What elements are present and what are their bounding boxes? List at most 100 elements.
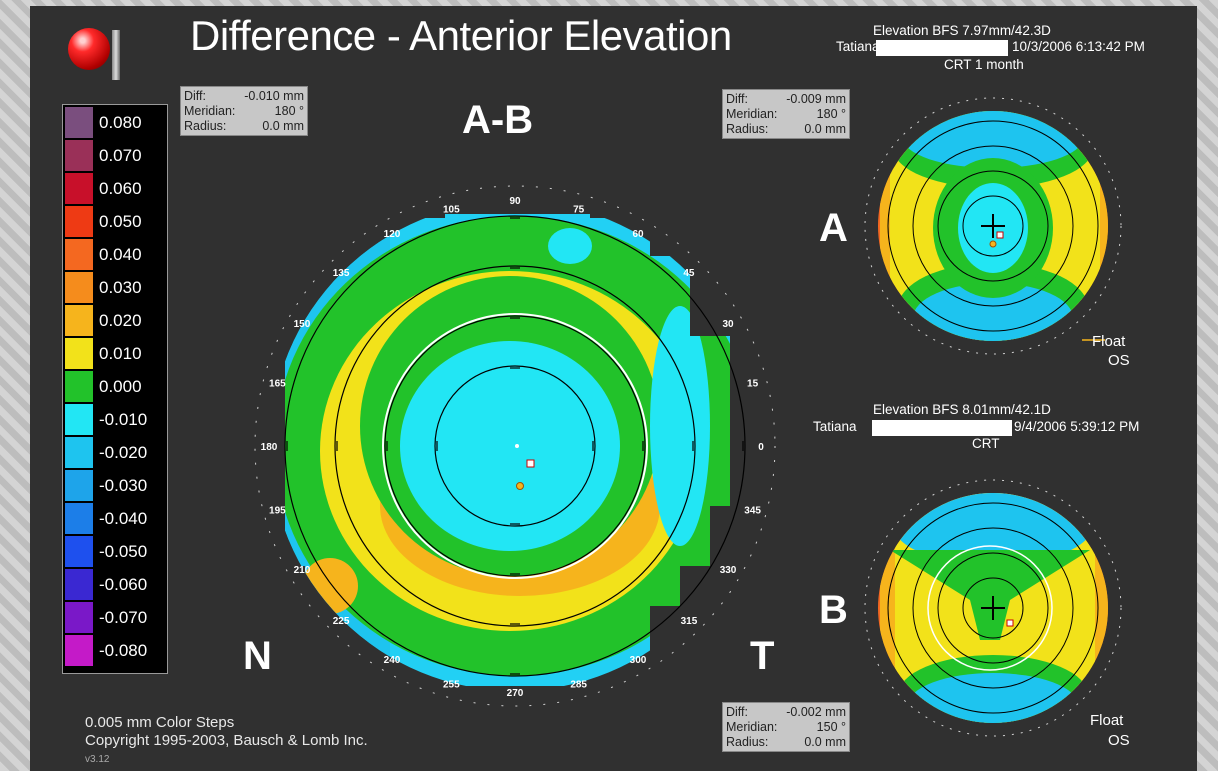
map-b-info-box: Diff: -0.002 mm Meridian: 150 ° Radius: 0.0… <box>722 702 850 752</box>
scale-value: 0.060 <box>99 179 142 198</box>
map-b-patient: Tatiana <box>813 419 857 434</box>
diff-value: -0.010 mm <box>244 89 304 103</box>
map-a-datetime: 10/3/2006 6:13:42 PM <box>1012 39 1145 54</box>
scale-swatch <box>65 107 93 138</box>
angle-label: 135 <box>333 268 350 279</box>
map-b-patient-redaction <box>872 420 1012 436</box>
map-a-patient-redaction <box>876 40 1008 56</box>
diff-label: Diff: <box>184 89 206 103</box>
angle-label: 240 <box>384 655 401 666</box>
angle-label: 285 <box>570 680 587 691</box>
angle-label: 345 <box>744 506 761 517</box>
scale-swatch <box>65 437 93 468</box>
scale-swatch <box>65 569 93 600</box>
main-info-box: Diff: -0.010 mm Meridian: 180 ° Radius: 0.0… <box>180 86 308 136</box>
angle-label: 270 <box>507 688 524 699</box>
scale-value: 0.030 <box>99 278 142 297</box>
angle-label: 225 <box>333 616 350 627</box>
scale-value: 0.070 <box>99 146 142 165</box>
map-b-float-label: Float <box>1090 712 1124 729</box>
nasal-label: N <box>243 634 272 678</box>
scale-swatch <box>65 338 93 369</box>
angle-label: 150 <box>294 319 311 330</box>
logo-ball-icon <box>68 28 110 70</box>
scale-value: 0.000 <box>99 377 142 396</box>
meridian-value: 150 ° <box>816 720 846 734</box>
scale-value: 0.040 <box>99 245 142 264</box>
color-scale-legend: 0.080 0.070 0.060 0.050 0.040 0.030 0.020 0.010… <box>62 104 168 674</box>
scale-value: -0.020 <box>99 443 148 462</box>
scale-value: -0.040 <box>99 509 148 528</box>
scale-swatch <box>65 305 93 336</box>
scale-swatch <box>65 470 93 501</box>
angle-label: 255 <box>443 680 460 691</box>
angle-label: 210 <box>294 565 311 576</box>
angle-label: 165 <box>269 378 286 389</box>
scale-value: -0.010 <box>99 410 148 429</box>
scale-value: 0.010 <box>99 344 142 363</box>
meridian-label: Meridian: <box>726 107 778 121</box>
scale-value: -0.050 <box>99 542 148 561</box>
scale-value: 0.020 <box>99 311 142 330</box>
diff-value: -0.009 mm <box>786 92 846 106</box>
meridian-label: Meridian: <box>726 720 778 734</box>
angle-label: 0 <box>758 442 764 453</box>
map-a-info-box: Diff: -0.009 mm Meridian: 180 ° Radius: 0.0… <box>722 89 850 139</box>
scale-swatch <box>65 536 93 567</box>
angle-label: 315 <box>681 616 698 627</box>
map-a-label: A <box>819 206 848 250</box>
map-b-elevation-map[interactable] <box>850 450 1140 740</box>
radius-label: Radius: <box>726 735 769 749</box>
color-steps-note: 0.005 mm Color Steps <box>85 714 235 731</box>
angle-label: 60 <box>632 229 644 240</box>
diff-value: -0.002 mm <box>786 705 846 719</box>
scale-swatch <box>65 635 93 666</box>
scale-swatch <box>65 140 93 171</box>
meridian-label: Meridian: <box>184 104 236 118</box>
scale-swatch <box>65 503 93 534</box>
radius-value: 0.0 mm <box>262 119 304 133</box>
angle-label: 30 <box>722 319 734 330</box>
angle-label: 15 <box>747 378 759 389</box>
radius-label: Radius: <box>726 122 769 136</box>
app-window: Difference - Anterior Elevation 0.080 0.0… <box>30 6 1197 771</box>
radius-value: 0.0 mm <box>804 122 846 136</box>
angle-label: 300 <box>630 655 647 666</box>
map-b-label: B <box>819 588 848 632</box>
angle-label: 90 <box>509 196 521 207</box>
map-b-datetime: 9/4/2006 5:39:12 PM <box>1014 419 1140 434</box>
map-b-bfs: Elevation BFS 8.01mm/42.1D <box>873 402 1051 417</box>
scale-swatch <box>65 371 93 402</box>
map-a-float-label: Float <box>1092 333 1126 350</box>
scale-value: -0.070 <box>99 608 148 627</box>
scale-swatch <box>65 404 93 435</box>
scale-value: 0.080 <box>99 113 142 132</box>
map-a-eye-label: OS <box>1108 352 1130 369</box>
angle-label: 330 <box>720 565 737 576</box>
scale-value: -0.060 <box>99 575 148 594</box>
meridian-value: 180 ° <box>274 104 304 118</box>
map-a-bfs: Elevation BFS 7.97mm/42.3D <box>873 23 1051 38</box>
map-a-patient: Tatiana <box>836 39 880 54</box>
scale-swatch <box>65 272 93 303</box>
diff-label: Diff: <box>726 705 748 719</box>
scale-value: -0.080 <box>99 641 148 660</box>
scale-swatch <box>65 206 93 237</box>
radius-label: Radius: <box>184 119 227 133</box>
main-map-label: A-B <box>462 98 534 142</box>
copyright: Copyright 1995-2003, Bausch & Lomb Inc. <box>85 732 368 749</box>
logo-bar <box>112 30 120 80</box>
version: v3.12 <box>85 754 110 765</box>
main-elevation-map[interactable]: 0 15 30 45 60 75 90 105 120 135 150 165 180 195 210 225… <box>210 126 820 736</box>
map-b-eye-label: OS <box>1108 732 1130 749</box>
angle-label: 195 <box>269 506 286 517</box>
map-a-elevation-map[interactable] <box>850 68 1140 358</box>
angle-label: 75 <box>573 204 585 215</box>
scale-swatch <box>65 239 93 270</box>
angle-label: 120 <box>384 229 401 240</box>
scale-swatch <box>65 173 93 204</box>
scale-value: 0.050 <box>99 212 142 231</box>
temporal-label: T <box>750 634 775 678</box>
diff-label: Diff: <box>726 92 748 106</box>
angle-label: 105 <box>443 204 460 215</box>
